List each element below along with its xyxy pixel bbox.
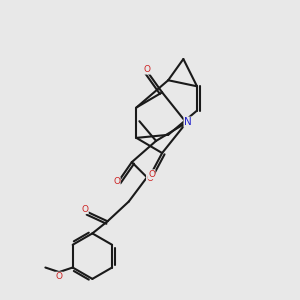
Text: O: O [146, 174, 154, 183]
Text: O: O [113, 177, 120, 186]
Text: N: N [184, 117, 192, 127]
Text: O: O [143, 65, 151, 74]
Text: O: O [56, 272, 62, 281]
Text: O: O [81, 205, 88, 214]
Text: O: O [148, 170, 155, 179]
